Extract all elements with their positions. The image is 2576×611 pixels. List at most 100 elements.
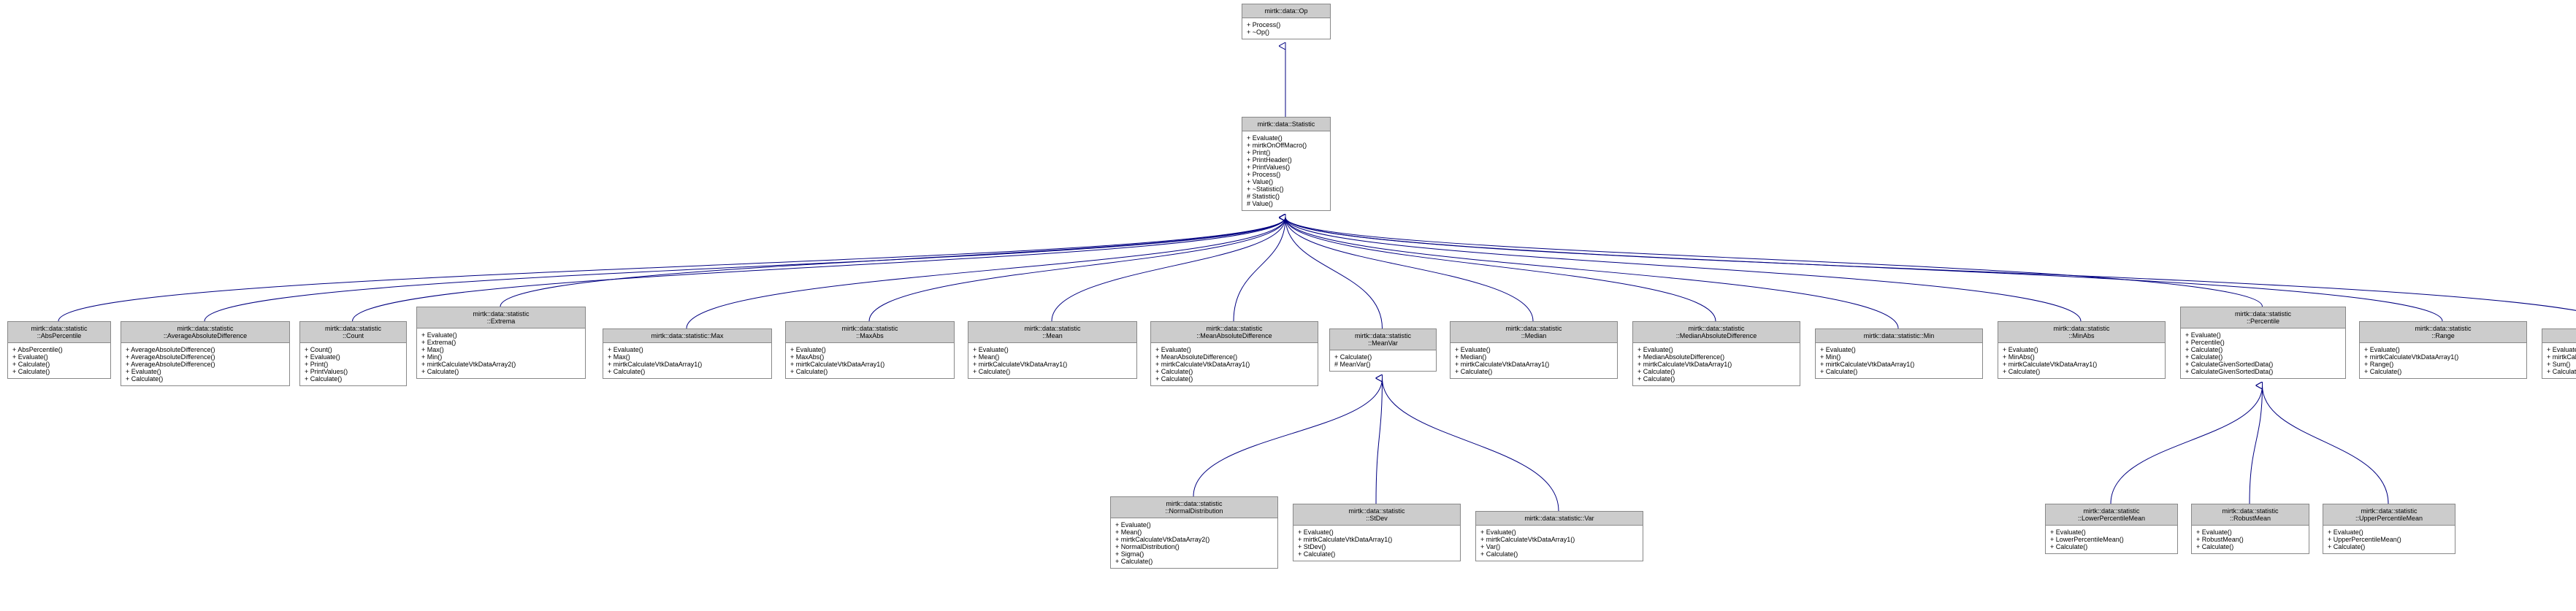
class-title-line: ::MinAbs — [2003, 332, 2160, 339]
class-title-line: mirtk::data::statistic — [973, 325, 1132, 332]
inheritance-edge — [1285, 218, 2442, 321]
class-node-sum: mirtk::data::statistic::Sum+ Evaluate()+… — [2542, 328, 2576, 379]
inheritance-edge — [205, 218, 1285, 321]
member: + Process() — [1247, 21, 1326, 28]
member: + mirtkCalculateVtkDataArray1() — [1480, 536, 1638, 543]
member: + Calculate() — [2050, 543, 2173, 550]
inheritance-edge — [869, 218, 1285, 321]
member: + Evaluate() — [1155, 346, 1313, 353]
class-title: mirtk::data::statistic::Sum — [2542, 329, 2576, 343]
class-members: + Evaluate()+ mirtkCalculateVtkDataArray… — [1476, 526, 1643, 561]
class-node-op: mirtk::data::Op+ Process()+ ~Op() — [1242, 4, 1331, 39]
class-members: + Evaluate()+ MedianAbsoluteDifference()… — [1633, 343, 1800, 385]
class-node-upper_pm: mirtk::data::statistic::UpperPercentileM… — [2323, 504, 2455, 554]
class-title-line: ::RobustMean — [2196, 515, 2304, 522]
member: + Calculate() — [2196, 543, 2304, 550]
member: + Mean() — [1115, 529, 1273, 536]
edges-layer — [0, 0, 2576, 611]
member: + ~Op() — [1247, 28, 1326, 36]
class-members: + Evaluate()+ MinAbs()+ mirtkCalculateVt… — [1998, 343, 2165, 378]
member: + mirtkCalculateVtkDataArray1() — [973, 361, 1132, 368]
class-members: + Process()+ ~Op() — [1242, 18, 1330, 39]
member: + Calculate() — [1155, 375, 1313, 383]
class-title: mirtk::data::statistic::Count — [300, 322, 406, 343]
class-title: mirtk::data::statistic::UpperPercentileM… — [2323, 504, 2455, 526]
member: + Calculate() — [1155, 368, 1313, 375]
member: + AverageAbsoluteDifference() — [126, 346, 285, 353]
class-title: mirtk::data::statistic::NormalDistributi… — [1111, 497, 1277, 518]
member: + Calculate() — [1298, 550, 1456, 558]
member: + Calculate() — [1115, 558, 1273, 565]
class-node-var: mirtk::data::statistic::Var+ Evaluate()+… — [1475, 511, 1643, 561]
member: + Evaluate() — [2196, 529, 2304, 536]
class-members: + Evaluate()+ mirtkCalculateVtkDataArray… — [2360, 343, 2526, 378]
member: + Count() — [305, 346, 402, 353]
member: + mirtkCalculateVtkDataArray1() — [2364, 353, 2522, 361]
inheritance-edge — [1285, 218, 2576, 328]
member: + ~Statistic() — [1247, 185, 1326, 193]
member: + mirtkCalculateVtkDataArray1() — [1820, 361, 1978, 368]
inheritance-edge — [1285, 218, 2081, 321]
member: + Evaluate() — [126, 368, 285, 375]
inheritance-edge — [1285, 218, 1383, 328]
class-node-maxabs: mirtk::data::statistic::MaxAbs+ Evaluate… — [785, 321, 955, 379]
member: # Statistic() — [1247, 193, 1326, 200]
class-title-line: ::AbsPercentile — [12, 332, 106, 339]
member: + Evaluate() — [2050, 529, 2173, 536]
class-title-line: mirtk::data::statistic — [1637, 325, 1795, 332]
class-node-avg_abs_diff: mirtk::data::statistic::AverageAbsoluteD… — [121, 321, 290, 386]
class-title-line: mirtk::data::statistic — [2185, 310, 2341, 318]
class-node-robust_mean: mirtk::data::statistic::RobustMean+ Eval… — [2191, 504, 2309, 554]
class-title-line: mirtk::data::statistic — [2050, 507, 2173, 515]
member: + Sum() — [2547, 361, 2576, 368]
class-title-line: mirtk::data::statistic — [2364, 325, 2522, 332]
member: + Calculate() — [2003, 368, 2160, 375]
class-members: + Count()+ Evaluate()+ Print()+ PrintVal… — [300, 343, 406, 385]
member: + Evaluate() — [1820, 346, 1978, 353]
class-node-mean: mirtk::data::statistic::Mean+ Evaluate()… — [968, 321, 1137, 379]
inheritance-edge — [1376, 378, 1383, 504]
class-title-line: ::Mean — [973, 332, 1132, 339]
class-node-lower_pm: mirtk::data::statistic::LowerPercentileM… — [2045, 504, 2178, 554]
member: + Calculate() — [1637, 368, 1795, 375]
class-title-line: mirtk::data::statistic — [2196, 507, 2304, 515]
class-node-count: mirtk::data::statistic::Count+ Count()+ … — [299, 321, 407, 386]
member: + Min() — [421, 353, 581, 361]
inheritance-edge — [1285, 218, 1716, 321]
member: + Calculate() — [790, 368, 949, 375]
member: + Calculate() — [2547, 368, 2576, 375]
inheritance-edge — [1193, 378, 1383, 496]
class-members: + Evaluate()+ mirtkCalculateVtkDataArray… — [2542, 343, 2576, 378]
member: + NormalDistribution() — [1115, 543, 1273, 550]
member: + Calculate() — [1455, 368, 1613, 375]
class-title-line: mirtk::data::statistic — [1334, 332, 1432, 339]
member: + Print() — [305, 361, 402, 368]
class-title-line: ::AverageAbsoluteDifference — [126, 332, 285, 339]
class-title: mirtk::data::statistic::StDev — [1293, 504, 1460, 526]
class-node-meanvar: mirtk::data::statistic::MeanVar+ Calcula… — [1329, 328, 1437, 372]
member: + AverageAbsoluteDifference() — [126, 353, 285, 361]
member: + Value() — [1247, 178, 1326, 185]
member: + mirtkCalculateVtkDataArray2() — [1115, 536, 1273, 543]
class-title-line: ::MedianAbsoluteDifference — [1637, 332, 1795, 339]
member: # MeanVar() — [1334, 361, 1432, 368]
class-node-stdev: mirtk::data::statistic::StDev+ Evaluate(… — [1293, 504, 1461, 561]
inheritance-edge — [1383, 378, 1559, 511]
member: # Value() — [1247, 200, 1326, 207]
member: + PrintHeader() — [1247, 156, 1326, 164]
member: + Evaluate() — [608, 346, 767, 353]
class-title-line: mirtk::data::statistic — [1298, 507, 1456, 515]
member: + Median() — [1455, 353, 1613, 361]
member: + Max() — [421, 346, 581, 353]
class-title-line: ::Range — [2364, 332, 2522, 339]
inheritance-edge — [1285, 218, 2263, 307]
inheritance-edge — [687, 218, 1285, 328]
class-node-minabs: mirtk::data::statistic::MinAbs+ Evaluate… — [1998, 321, 2166, 379]
class-members: + Evaluate()+ UpperPercentileMean()+ Cal… — [2323, 526, 2455, 553]
member: + Evaluate() — [1298, 529, 1456, 536]
class-title-line: mirtk::data::statistic — [305, 325, 402, 332]
member: + mirtkCalculateVtkDataArray1() — [1455, 361, 1613, 368]
member: + Calculate() — [12, 361, 106, 368]
member: + mirtkCalculateVtkDataArray1() — [608, 361, 767, 368]
member: + Evaluate() — [2364, 346, 2522, 353]
